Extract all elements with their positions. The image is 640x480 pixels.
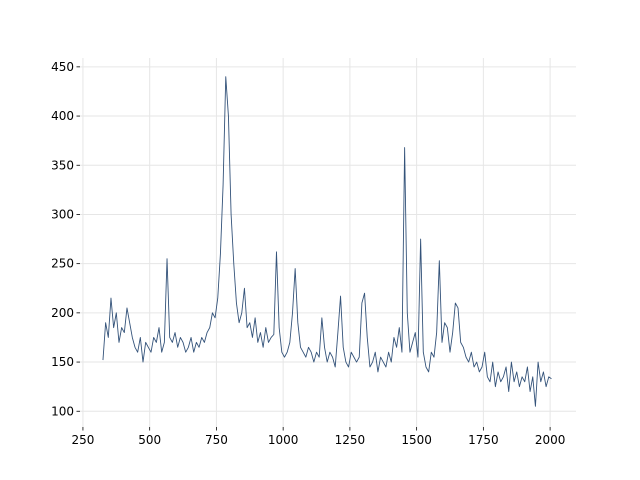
x-tick-label: 2000 xyxy=(535,433,566,447)
y-tick-label: 400 xyxy=(51,109,74,123)
x-tick-label: 1500 xyxy=(401,433,432,447)
x-tick-label: 1000 xyxy=(268,433,299,447)
line-series xyxy=(102,76,552,407)
x-tick-label: 1750 xyxy=(468,433,499,447)
y-tick-label: 200 xyxy=(51,306,74,320)
y-tick-label: 250 xyxy=(51,257,74,271)
y-tick-label: 100 xyxy=(51,404,74,418)
x-tick-label: 500 xyxy=(138,433,161,447)
x-tick-label: 750 xyxy=(205,433,228,447)
y-tick-label: 450 xyxy=(51,60,74,74)
x-tick-label: 250 xyxy=(71,433,94,447)
y-tick-label: 150 xyxy=(51,355,74,369)
x-tick-label: 1250 xyxy=(335,433,366,447)
y-tick-label: 350 xyxy=(51,158,74,172)
y-tick-label: 300 xyxy=(51,207,74,221)
